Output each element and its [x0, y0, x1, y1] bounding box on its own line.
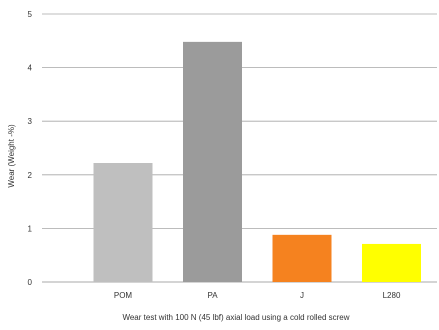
x-axis-label: Wear test with 100 N (45 lbf) axial load…: [122, 313, 349, 322]
y-tick-label: 2: [28, 171, 33, 180]
y-tick-label: 1: [28, 224, 33, 233]
x-tick-label: J: [300, 291, 304, 300]
y-tick-label: 5: [28, 10, 33, 19]
bar-j: [272, 234, 332, 282]
x-tick-label: POM: [114, 291, 133, 300]
bar-l280: [362, 243, 421, 282]
bar-pa: [183, 41, 242, 282]
y-tick-label: 4: [28, 64, 33, 73]
x-axis-ticks: POM PA J L280: [114, 291, 401, 300]
bar-pom: [93, 163, 153, 282]
y-tick-label: 0: [28, 278, 33, 287]
x-tick-label: PA: [207, 291, 218, 300]
bars: [93, 41, 421, 282]
y-axis-ticks: 0 1 2 3 4 5: [28, 10, 33, 287]
y-tick-label: 3: [28, 117, 33, 126]
x-tick-label: L280: [383, 291, 401, 300]
y-axis-label: Wear (Weight -%): [7, 124, 16, 188]
